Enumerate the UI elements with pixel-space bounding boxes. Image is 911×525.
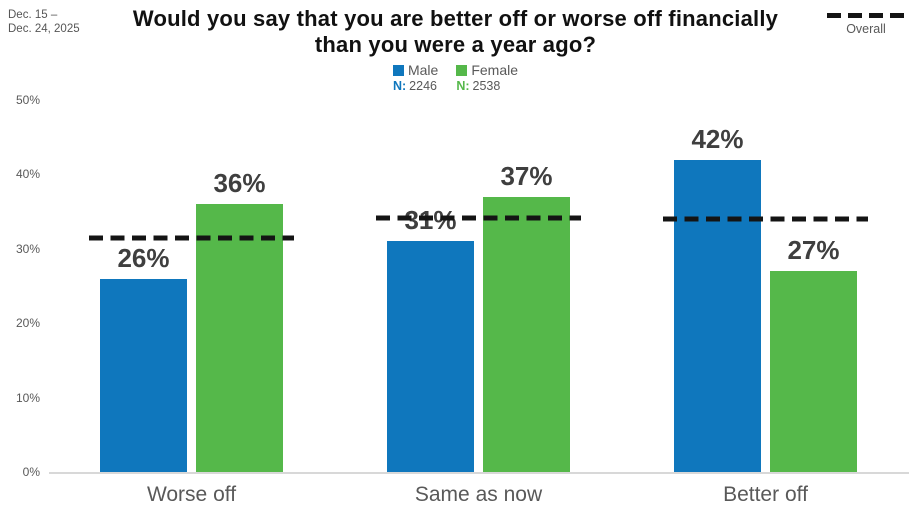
- category-label-better-off: Better off: [723, 483, 808, 506]
- bar-female-worse-off: 36%: [196, 168, 283, 472]
- y-tick-20: 20%: [15, 316, 40, 331]
- bar-male-worse-off: 26%: [100, 243, 187, 472]
- date-range-label: Dec. 15 – Dec. 24, 2025: [8, 8, 80, 36]
- female-n-value: 2538: [472, 79, 501, 93]
- category-label-same-as-now: Same as now: [414, 483, 543, 506]
- legend-female-n: N: 2538: [456, 79, 500, 93]
- bar-value-label-male-better-off: 42%: [691, 123, 744, 154]
- date-line-2: Dec. 24, 2025: [8, 23, 80, 35]
- y-tick-40: 40%: [15, 167, 40, 182]
- bar-group-same-as-now: 31% 37% Same as now: [376, 100, 581, 506]
- y-tick-50: 50%: [15, 93, 40, 107]
- bar-value-label-female-same-as-now: 37%: [500, 160, 553, 191]
- chart-title-line-2: than you were a year ago?: [314, 32, 597, 57]
- female-n-prefix: N:: [456, 79, 470, 93]
- series-legend: Male N: 2246 Female N: 2538: [0, 62, 911, 93]
- bar-value-label-male-same-as-now: 31%: [404, 205, 457, 236]
- legend-item-male: Male N: 2246: [392, 62, 439, 93]
- bar-female-better-off: 27%: [770, 235, 857, 472]
- bar-group-better-off: 42% 27% Better off: [663, 100, 868, 506]
- bar-female-same-as-now: 37%: [483, 161, 570, 472]
- dashed-line-icon: [827, 13, 904, 18]
- bar-value-label-female-worse-off: 36%: [213, 168, 266, 199]
- chart-title: Would you say that you are better off or…: [95, 6, 816, 58]
- bar-value-label-female-better-off: 27%: [787, 235, 840, 266]
- legend-male-label: Male: [407, 62, 439, 78]
- date-line-1: Dec. 15 –: [8, 9, 58, 21]
- overall-dashed-line-worse-off: [89, 235, 294, 241]
- y-tick-30: 30%: [15, 241, 40, 256]
- y-tick-10: 10%: [15, 390, 40, 405]
- male-n-value: 2246: [409, 79, 437, 93]
- plot-area: 0% 10% 20% 30% 40% 50% 26% 36% Worse off…: [16, 93, 909, 506]
- bar-male-same-as-now: 31%: [387, 205, 474, 472]
- male-n-prefix: N:: [392, 79, 407, 93]
- overall-dashed-line-same-as-now: [376, 215, 581, 221]
- y-tick-0: 0%: [22, 465, 40, 479]
- bar-male-better-off: 42%: [674, 124, 761, 472]
- overall-dashed-line-better-off: [663, 216, 868, 222]
- legend-male-row: Male: [392, 62, 439, 78]
- chart-title-line-1: Would you say that you are better off or…: [132, 6, 779, 31]
- legend-female-label: Female: [471, 62, 519, 78]
- legend-item-female: Female N: 2538: [456, 62, 518, 93]
- legend-male-n: N: 2246: [393, 79, 437, 93]
- female-swatch-icon: [456, 64, 468, 76]
- overall-legend: Overall: [827, 13, 905, 36]
- legend-female-row: Female: [456, 62, 518, 78]
- bar-value-label-male-worse-off: 26%: [117, 242, 170, 273]
- category-label-worse-off: Worse off: [146, 483, 237, 506]
- bar-group-worse-off: 26% 36% Worse off: [89, 100, 294, 506]
- male-swatch-icon: [392, 64, 404, 76]
- overall-legend-label: Overall: [846, 22, 886, 36]
